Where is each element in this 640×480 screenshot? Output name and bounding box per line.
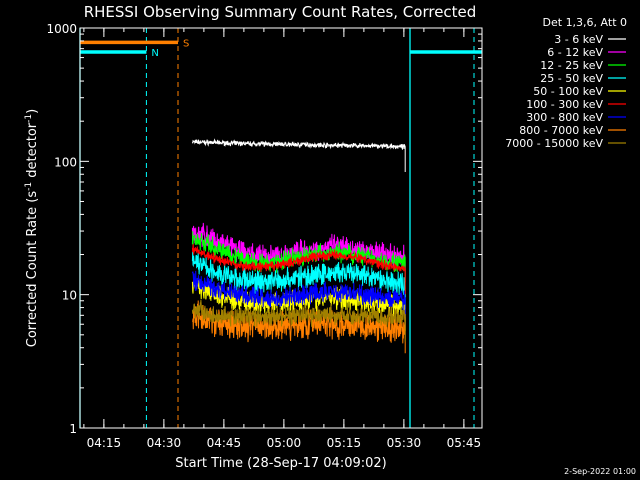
plot-frame (79, 27, 483, 429)
legend-label-7: 800 - 7000 keV (519, 124, 603, 137)
flag-bars: SN (80, 38, 482, 59)
y-axis-label-sup1: -1 (24, 182, 34, 191)
flag-label-1: N (151, 48, 158, 59)
footer-date: 2-Sep-2022 01:00 (564, 467, 636, 476)
y-tick-label-3: 1000 (46, 22, 77, 36)
x-tick-label-6: 05:45 (447, 436, 482, 450)
legend-label-3: 25 - 50 keV (540, 72, 603, 85)
chart-title: RHESSI Observing Summary Count Rates, Co… (84, 3, 477, 21)
legend-label-5: 100 - 300 keV (526, 98, 603, 111)
legend-label-8: 7000 - 15000 keV (505, 137, 603, 150)
x-tick-label-3: 05:00 (267, 436, 302, 450)
series-lines (191, 138, 406, 354)
x-tick-label-5: 05:30 (387, 436, 422, 450)
legend-label-1: 6 - 12 keV (547, 46, 603, 59)
y-axis-label-sup2: -1 (24, 114, 34, 123)
legend-label-6: 300 - 800 keV (526, 111, 603, 124)
legend-header: Det 1,3,6, Att 0 (543, 16, 627, 29)
x-axis-label: Start Time (28-Sep-17 04:09:02) (175, 456, 386, 471)
y-tick-label-1: 10 (62, 289, 77, 303)
x-tick-label-1: 04:30 (147, 436, 182, 450)
series-line-5 (191, 243, 406, 295)
series-line-3 (191, 250, 406, 310)
x-tick-label-0: 04:15 (87, 436, 122, 450)
series-line-8 (191, 299, 406, 342)
series-line-0 (191, 138, 406, 172)
y-axis-label-end: ) (25, 109, 40, 114)
axes: 1 10 100 1000 04:15 04:30 04:45 05:00 05:15 05:30… (46, 22, 483, 450)
flag-label-0: S (183, 38, 189, 49)
x-tick-label-2: 04:45 (207, 436, 242, 450)
x-tick-label-4: 05:15 (327, 436, 362, 450)
y-axis-label-mid: detector (25, 122, 40, 182)
y-tick-label-0: 1 (69, 422, 77, 436)
legend-label-4: 50 - 100 keV (533, 85, 603, 98)
series-line-2 (191, 231, 406, 289)
y-tick-label-2: 100 (54, 155, 77, 169)
y-axis-label-main: Corrected Count Rate (s (25, 191, 40, 348)
series-line-6 (191, 270, 406, 326)
legend-label-0: 3 - 6 keV (554, 33, 603, 46)
y-axis-label: Corrected Count Rate (s-1 detector-1) (24, 109, 40, 347)
legend-label-2: 12 - 25 keV (540, 59, 603, 72)
